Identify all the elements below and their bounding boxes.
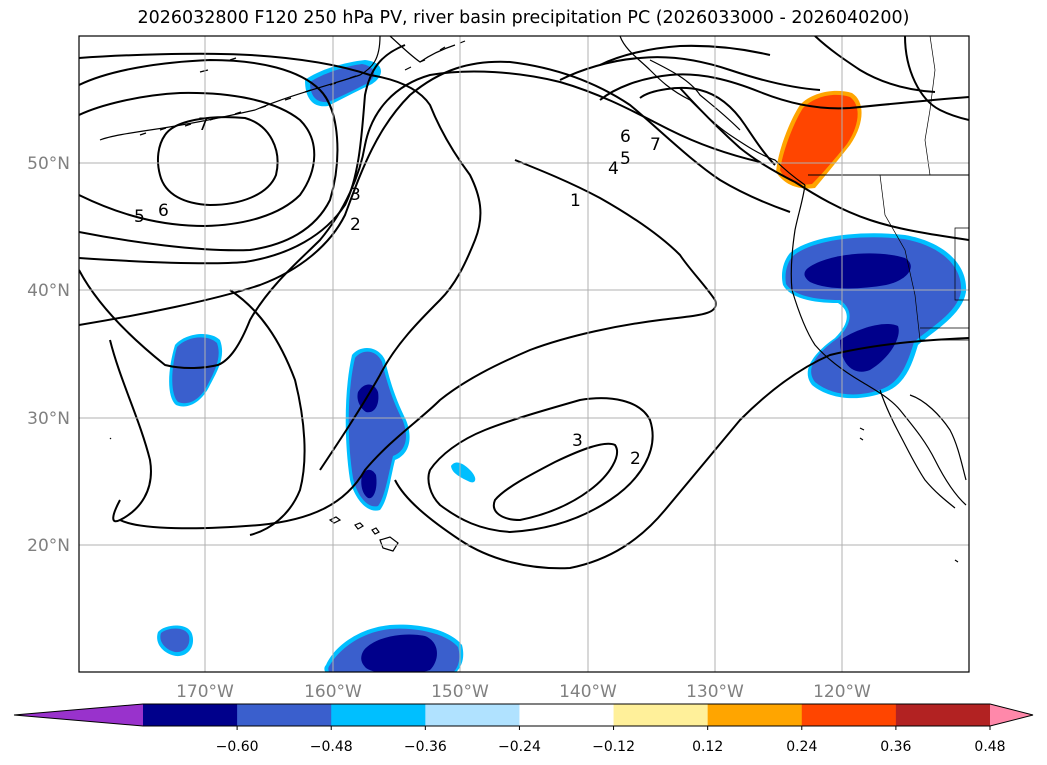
california-negative-region	[781, 233, 967, 399]
colorbar-tick-label: −0.48	[310, 739, 353, 755]
colorbar-tick-label: 0.48	[974, 739, 1005, 755]
contour-label: 6	[158, 201, 169, 221]
colorbar-swatch	[143, 704, 238, 726]
south-pacific-negative-region	[157, 624, 464, 672]
small-negative-spot	[451, 462, 476, 483]
longitude-labels: 170°W 160°W 150°W 140°W 130°W 120°W	[176, 682, 871, 702]
contour-label: 4	[608, 159, 619, 179]
colorbar-swatch	[425, 704, 520, 726]
contour-label-layer: 7 6 5 3 2 6 5 4 1 7 3 2	[134, 115, 661, 469]
coastlines-layer	[99, 36, 969, 563]
colorbar-swatch	[613, 704, 709, 726]
colorbar-tick-label: 0.36	[880, 739, 911, 755]
lat-tick-label: 50°N	[27, 154, 70, 174]
precip-field-layer	[157, 60, 967, 672]
colorbar-tick-label: 0.12	[692, 739, 723, 755]
contour-label: 6	[620, 127, 631, 147]
contour-label: 5	[134, 207, 145, 227]
colorbar-tick-label: −0.24	[498, 739, 541, 755]
lon-tick-label: 130°W	[686, 682, 744, 702]
colorbar-extend-max	[990, 704, 1033, 726]
positive-anomaly-region	[776, 90, 862, 189]
colorbar-extend-min	[14, 704, 143, 726]
colorbar-tick-label: −0.60	[216, 739, 259, 755]
lon-tick-label: 160°W	[304, 682, 362, 702]
contour-label: 2	[630, 449, 641, 469]
lat-tick-label: 20°N	[27, 536, 70, 556]
contour-label: 7	[650, 135, 661, 155]
colorbar-swatch	[801, 704, 897, 726]
colorbar-swatch	[707, 704, 803, 726]
latitude-labels: 50°N 40°N 30°N 20°N	[27, 154, 70, 556]
lat-tick-label: 40°N	[27, 281, 70, 301]
colorbar-swatch	[895, 704, 991, 726]
colorbar: −0.60 −0.48 −0.36 −0.24 −0.12 0.12 0.24 0.36 0.4…	[13, 703, 1034, 755]
contour-label: 1	[570, 191, 581, 211]
central-pacific-negative-region	[345, 348, 410, 511]
contour-label: 5	[620, 149, 631, 169]
contour-label: 3	[350, 185, 361, 205]
colorbar-tick-label: 0.24	[786, 739, 817, 755]
graticule-layer	[79, 36, 969, 672]
colorbar-tick-label: −0.36	[404, 739, 447, 755]
lon-tick-label: 120°W	[813, 682, 871, 702]
colorbar-swatch	[519, 704, 615, 726]
colorbar-swatch	[331, 704, 426, 726]
map-frame	[78, 35, 970, 673]
colorbar-tick-label: −0.12	[592, 739, 635, 755]
lon-tick-label: 170°W	[176, 682, 234, 702]
contour-label: 3	[572, 431, 583, 451]
colorbar-swatch	[237, 704, 332, 726]
map-title: 2026032800 F120 250 hPa PV, river basin …	[137, 8, 910, 28]
lon-tick-label: 140°W	[559, 682, 617, 702]
west-pacific-negative-region	[169, 333, 223, 407]
contour-label: 2	[350, 215, 361, 235]
contour-label: 7	[198, 115, 209, 135]
lat-tick-label: 30°N	[27, 409, 70, 429]
lon-tick-label: 150°W	[431, 682, 489, 702]
